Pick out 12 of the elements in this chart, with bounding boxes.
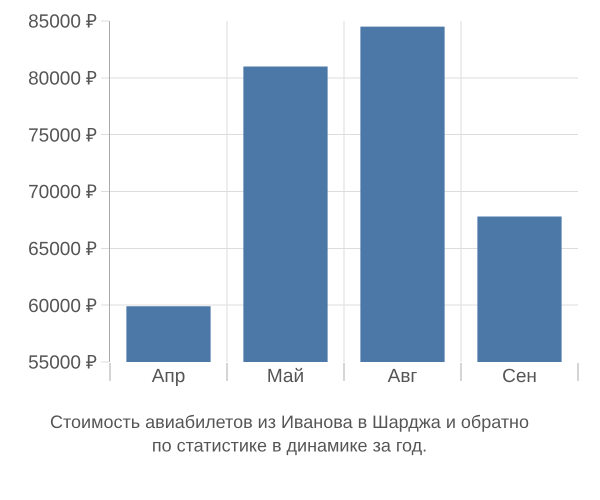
y-tick-label: 70000 ₽ [28,182,98,204]
y-tick-label: 75000 ₽ [28,125,98,146]
y-tick-label: 60000 ₽ [28,296,98,317]
y-tick-label: 65000 ₽ [28,238,98,260]
y-tick-label: 80000 ₽ [28,68,98,90]
y-tick-label: 55000 ₽ [28,352,98,374]
x-tick-label: Апр [152,366,186,387]
x-tick-label: Сен [502,366,537,387]
y-tick-label: 85000 ₽ [28,12,98,33]
x-tick-label: Май [266,366,304,387]
x-tick-label: Авг [388,366,418,387]
text: Стоимость авиабилетов из Иванова в Шарджа и обратно по статистике в динамике за год. [50,412,530,456]
